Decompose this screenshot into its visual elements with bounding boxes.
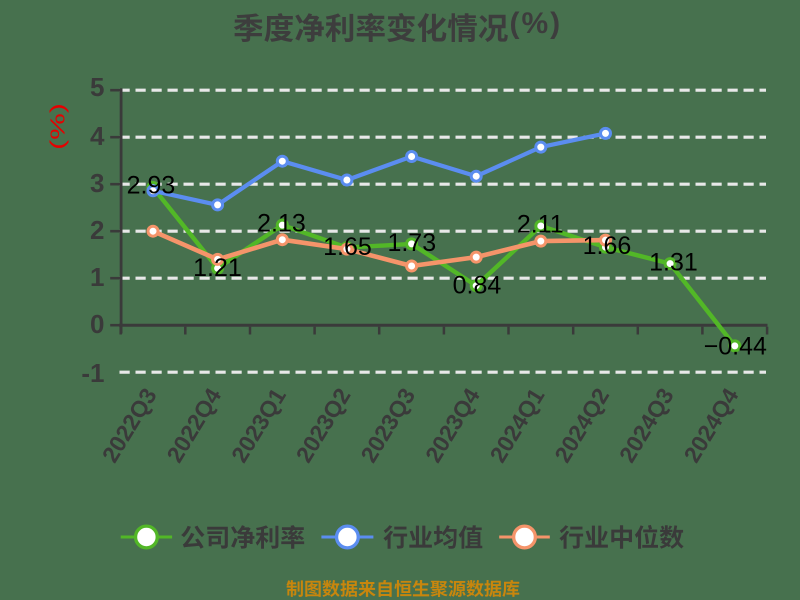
svg-text:−0.44: −0.44 (704, 332, 767, 360)
svg-text:0.84: 0.84 (453, 272, 502, 300)
svg-text:1.66: 1.66 (583, 232, 632, 260)
svg-text:(%): (%) (510, 7, 563, 40)
svg-text:1.73: 1.73 (387, 229, 436, 257)
svg-text:-1: -1 (81, 358, 104, 388)
svg-text:1: 1 (90, 262, 104, 292)
svg-text:1.65: 1.65 (323, 233, 372, 261)
svg-text:2.93: 2.93 (127, 172, 176, 200)
svg-text:2.13: 2.13 (257, 209, 306, 237)
svg-text:4: 4 (90, 121, 105, 151)
svg-text:3: 3 (90, 168, 104, 198)
svg-text:2.11: 2.11 (517, 210, 564, 238)
svg-text:5: 5 (90, 72, 104, 102)
svg-text:0: 0 (90, 309, 104, 339)
svg-text:1.21: 1.21 (193, 254, 242, 282)
svg-text:2: 2 (90, 215, 104, 245)
svg-text:(%): (%) (47, 103, 69, 150)
svg-text:1.31: 1.31 (649, 249, 698, 277)
